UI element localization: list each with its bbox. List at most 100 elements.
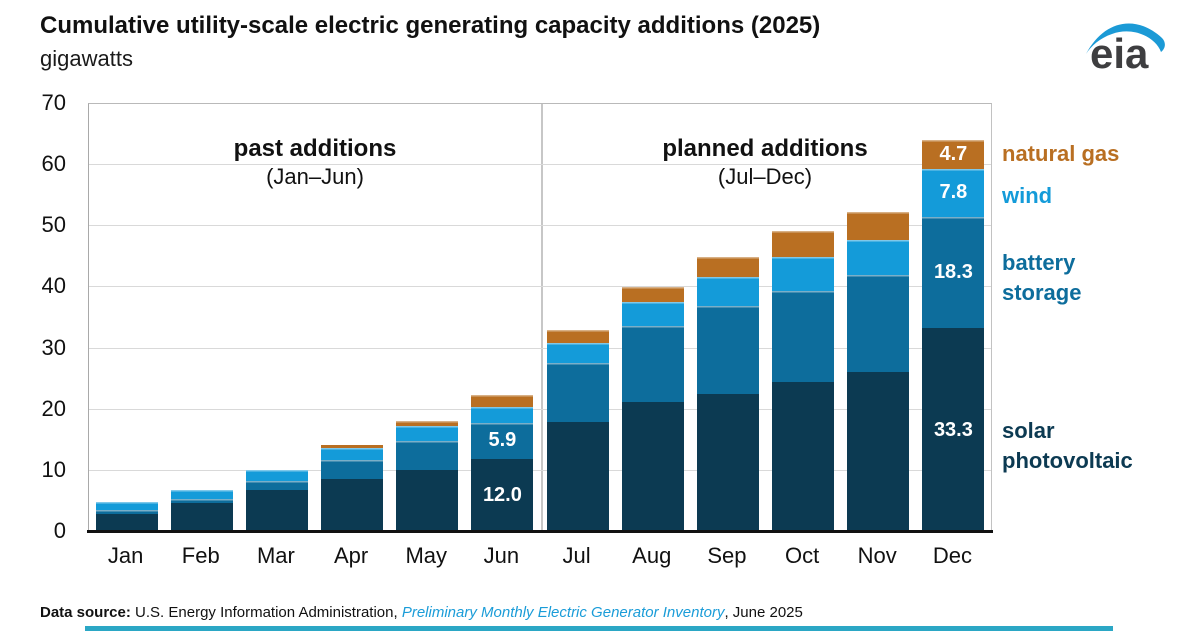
y-tick-label: 70 (41, 90, 66, 115)
bar-segment-wind (170, 490, 233, 499)
x-tick-label: Jul (562, 543, 591, 568)
x-tick-label: Mar (256, 543, 295, 568)
y-tick-label: 0 (53, 518, 66, 543)
bar-oct (772, 230, 835, 532)
bar-segment-natural-gas (696, 256, 759, 278)
y-tick-label: 10 (41, 456, 66, 482)
bar-segment-battery-storage (546, 363, 609, 422)
bar-segment-battery-storage (847, 274, 910, 372)
annotation-title: planned additions (662, 135, 868, 162)
x-tick-label: Nov (857, 543, 897, 568)
data-source-link[interactable]: Preliminary Monthly Electric Generator I… (401, 604, 725, 621)
past-planned-divider-line (541, 104, 543, 532)
bar-nov (847, 212, 910, 532)
x-tick-label: Apr (333, 543, 369, 568)
bar-mar (245, 469, 308, 532)
gridline (89, 225, 991, 227)
bar-segment-solar-photovoltaic (170, 502, 233, 532)
y-tick-label: 30 (41, 334, 66, 360)
bar-segment-battery-storage (321, 459, 384, 479)
eia-logo: eia (1086, 23, 1165, 74)
bar-segment-solar-photovoltaic (696, 393, 759, 532)
bar-segment-wind (471, 406, 534, 423)
bar-value-label: 4.7 (939, 142, 968, 165)
bar-jun: 12.0 5.9 (471, 395, 534, 532)
annotation-subtitle: (Jul–Dec) (717, 163, 813, 189)
bar-segment-battery-storage (396, 440, 459, 470)
gridline (89, 286, 991, 288)
bar-segment-battery-storage: 5.9 (471, 422, 534, 459)
x-tick-label: Feb (181, 543, 220, 568)
legend-battery-storage: battery storage (1002, 250, 1082, 305)
bar-value-label: 33.3 (933, 418, 973, 441)
bar-may (396, 421, 459, 532)
legend-wind: wind (1002, 183, 1053, 208)
bar-segment-natural-gas (396, 421, 459, 427)
bar-value-label: 7.8 (939, 181, 968, 204)
x-tick-label: Aug (632, 543, 672, 568)
bar-segment-natural-gas (847, 212, 910, 241)
bar-segment-solar-photovoltaic: 33.3 (922, 328, 985, 532)
x-tick-label: Jan (107, 543, 144, 568)
annotation-planned-additions: planned additions (Jul–Dec) (610, 135, 920, 190)
bar-segment-battery-storage (772, 290, 835, 383)
bar-jul (546, 329, 609, 532)
y-tick-label: 40 (41, 273, 66, 299)
data-source-suffix: , June 2025 (724, 604, 803, 621)
bar-segment-solar-photovoltaic (621, 402, 684, 532)
x-tick-label: Oct (784, 543, 820, 568)
annotation-past-additions: past additions (Jan–Jun) (160, 135, 470, 190)
bar-segment-wind (621, 301, 684, 326)
bar-segment-wind: 7.8 (922, 168, 985, 217)
gridline (89, 469, 991, 471)
y-tick-label: 50 (41, 212, 66, 238)
gridline (89, 164, 991, 166)
bar-value-label: 12.0 (482, 483, 522, 506)
bar-segment-battery-storage (696, 305, 759, 394)
eia-logo-swoosh-icon (1086, 23, 1165, 54)
x-tick-label: Dec (932, 543, 972, 568)
data-source-label: Data source: (40, 604, 136, 621)
bar-value-label: 18.3 (933, 260, 973, 283)
bar-apr (321, 445, 384, 532)
bar-segment-wind (245, 469, 308, 481)
legend-solar-photovoltaic: solar photovoltaic (1002, 418, 1133, 473)
bar-segment-wind (396, 426, 459, 441)
bar-segment-solar-photovoltaic (321, 478, 384, 532)
bar-segment-wind (95, 502, 158, 511)
bar-segment-wind (696, 277, 759, 306)
bar-segment-wind (847, 240, 910, 275)
bar-segment-natural-gas (471, 395, 534, 407)
bar-segment-solar-photovoltaic: 12.0 (471, 458, 534, 532)
bar-segment-solar-photovoltaic (396, 469, 459, 532)
bar-jan (95, 502, 158, 532)
bar-segment-natural-gas (621, 286, 684, 302)
bar-segment-wind (546, 343, 609, 364)
bar-segment-battery-storage: 18.3 (922, 216, 985, 329)
bar-feb (170, 490, 233, 532)
x-tick-label: May (405, 543, 448, 568)
bar-segment-solar-photovoltaic (546, 421, 609, 532)
gridline (89, 408, 991, 410)
bar-segment-battery-storage (95, 510, 158, 514)
data-source-text: U.S. Energy Information Administration, (135, 604, 402, 621)
x-axis: Jan Feb Mar Apr May Jun Jul Aug Sep Oct Nov Dec (88, 543, 990, 573)
plot-area: 12.0 5.9 33.3 18.3 7.8 4.7 (87, 103, 993, 533)
page-title: Cumulative utility-scale electric genera… (40, 12, 821, 39)
x-axis-line (87, 530, 993, 533)
bar-segment-solar-photovoltaic (772, 382, 835, 532)
bar-sep (696, 256, 759, 532)
bar-segment-battery-storage (170, 499, 233, 503)
bar-segment-natural-gas (772, 230, 835, 258)
bar-value-label: 5.9 (488, 429, 517, 452)
x-tick-label: Jun (483, 543, 520, 568)
eia-logo-text: eia (1090, 30, 1149, 74)
bar-segment-battery-storage (245, 480, 308, 491)
bar-segment-battery-storage (621, 325, 684, 403)
legend-natural-gas: natural gas (1002, 141, 1120, 166)
bar-segment-natural-gas: 4.7 (922, 140, 985, 169)
bar-dec: 33.3 18.3 7.8 4.7 (922, 140, 985, 532)
bar-aug (621, 286, 684, 532)
bar-segment-natural-gas (321, 445, 384, 448)
